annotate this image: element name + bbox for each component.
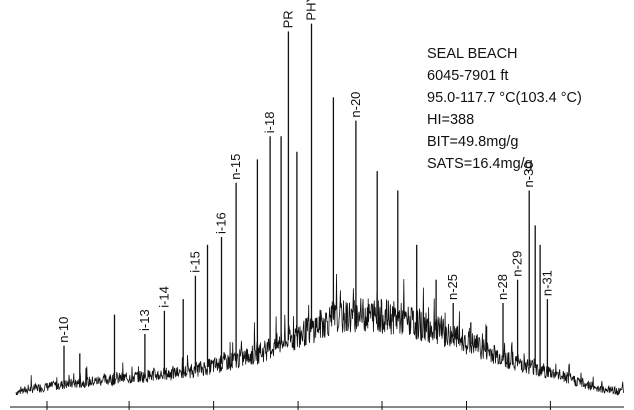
chromatogram-trace [15, 273, 625, 396]
x-axis-ticks [46, 401, 551, 410]
peak-label-i-14: i-14 [156, 286, 171, 308]
peak-label-pr: PR [280, 10, 295, 28]
peak-label-n-10: n-10 [56, 317, 71, 343]
peak-label-i-16: i-16 [214, 212, 229, 234]
temperature-range: 95.0-117.7 °C(103.4 °C) [427, 90, 582, 106]
peak-label-n-28: n-28 [495, 274, 510, 300]
peak-label-n-15: n-15 [228, 154, 243, 180]
peak-label-phy: PHY [304, 0, 319, 21]
peak-label-i-13: i-13 [137, 309, 152, 331]
saturates-value: SATS=16.4mg/g [427, 156, 533, 172]
hydrogen-index: HI=388 [427, 112, 475, 128]
depth-range: 6045-7901 ft [427, 68, 509, 84]
peak-label-n-25: n-25 [445, 274, 460, 300]
peak-label-i-15: i-15 [187, 251, 202, 273]
peak-label-i-18: i-18 [262, 112, 277, 134]
peaks-group [63, 23, 549, 385]
sample-name: SEAL BEACH [427, 46, 518, 62]
peak-label-n-20: n-20 [348, 92, 363, 118]
peak-label-n-30: n-30 [521, 161, 536, 187]
peak-labels-group: n-10 i-13 i-14 i-15 i-16 n-15 i-18 PR PHY n-20 n-2… [56, 0, 554, 343]
peak-label-n-31: n-31 [539, 270, 554, 296]
peak-label-n-29: n-29 [510, 251, 525, 277]
bitumen-value: BIT=49.8mg/g [427, 134, 519, 150]
